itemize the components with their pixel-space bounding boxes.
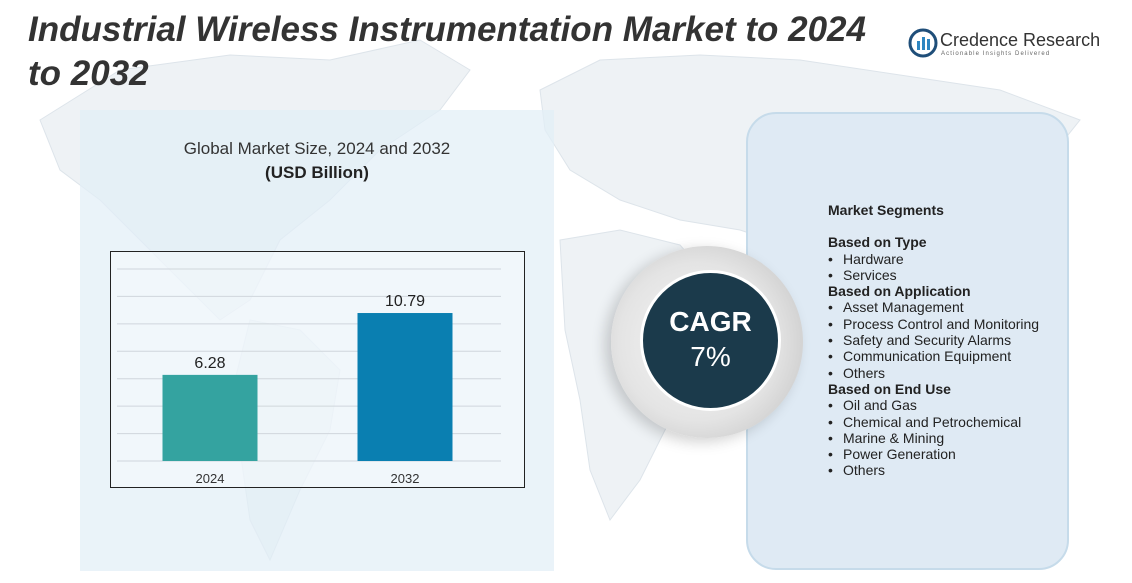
cagr-badge [640, 270, 781, 411]
segment-item: Power Generation [828, 446, 1068, 463]
chart-panel [80, 110, 554, 571]
segment-item: Marine & Mining [828, 430, 1068, 447]
chart-unit-label: (USD Billion) [265, 163, 369, 182]
segment-group-end-use: Based on End Use Oil and Gas Chemical an… [828, 381, 1068, 479]
logo-mark-icon [908, 28, 938, 58]
segment-item: Others [828, 365, 1068, 382]
bar-2024 [162, 374, 258, 461]
credence-research-logo: Credence Research Actionable Insights De… [908, 28, 1101, 62]
bar-2032 [357, 313, 453, 461]
x-tick-label-2024: 2024 [196, 471, 225, 486]
segment-item: Asset Management [828, 299, 1068, 316]
chart-title: Global Market Size, 2024 and 2032 [183, 139, 451, 158]
segment-group-title: Based on End Use [828, 380, 951, 397]
segment-item: Others [828, 462, 1068, 479]
x-tick-label-2032: 2032 [391, 471, 420, 486]
bar-chart: 6.28 2024 10.79 2032 [110, 251, 525, 488]
bar-chart-svg: 6.28 2024 10.79 2032 [117, 268, 501, 486]
segment-group-title: Based on Type [828, 234, 927, 251]
logo-name: Credence Research [940, 30, 1101, 50]
segment-group-type: Based on Type Hardware Services [828, 234, 1068, 283]
segments-heading: Market Segments [828, 202, 944, 218]
segment-group-title: Based on Application [828, 283, 971, 300]
market-segments-list: Market Segments Based on Type Hardware S… [828, 202, 1068, 479]
segment-item: Communication Equipment [828, 348, 1068, 365]
cagr-label: CAGR [669, 306, 752, 337]
segment-item: Services [828, 267, 1068, 284]
data-label-2032: 10.79 [385, 293, 425, 310]
segment-item: Process Control and Monitoring [828, 316, 1068, 333]
data-label-2024: 6.28 [194, 355, 225, 372]
segment-item: Safety and Security Alarms [828, 332, 1068, 349]
segment-item: Oil and Gas [828, 397, 1068, 414]
segment-item: Hardware [828, 251, 1068, 268]
logo-tagline: Actionable Insights Delivered [941, 51, 1051, 57]
segment-item: Chemical and Petrochemical [828, 414, 1068, 431]
page-title: Industrial Wireless Instrumentation Mark… [28, 10, 866, 93]
cagr-value: 7% [690, 341, 731, 372]
segment-group-application: Based on Application Asset Management Pr… [828, 283, 1068, 381]
